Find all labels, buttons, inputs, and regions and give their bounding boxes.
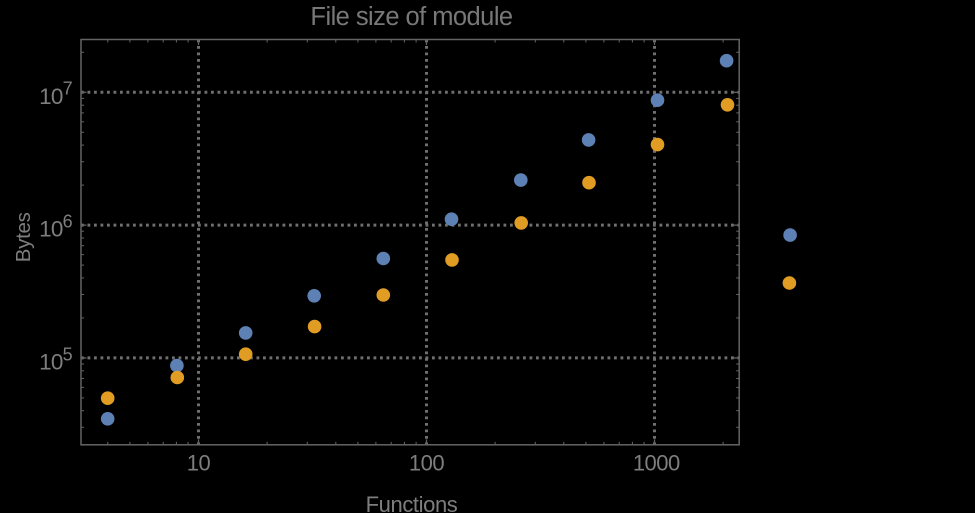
svg-text:1000: 1000: [633, 451, 680, 476]
svg-text:100: 100: [409, 451, 444, 476]
svg-text:File size of module: File size of module: [310, 3, 513, 31]
svg-text:7: 7: [63, 79, 73, 99]
svg-text:10: 10: [39, 217, 63, 242]
svg-text:10: 10: [187, 451, 211, 476]
svg-text:Bytes: Bytes: [12, 212, 35, 262]
svg-text:10: 10: [39, 350, 63, 375]
svg-text:10: 10: [39, 84, 63, 109]
svg-text:5: 5: [63, 344, 73, 364]
svg-text:6: 6: [63, 212, 73, 232]
svg-text:Functions: Functions: [366, 492, 458, 513]
